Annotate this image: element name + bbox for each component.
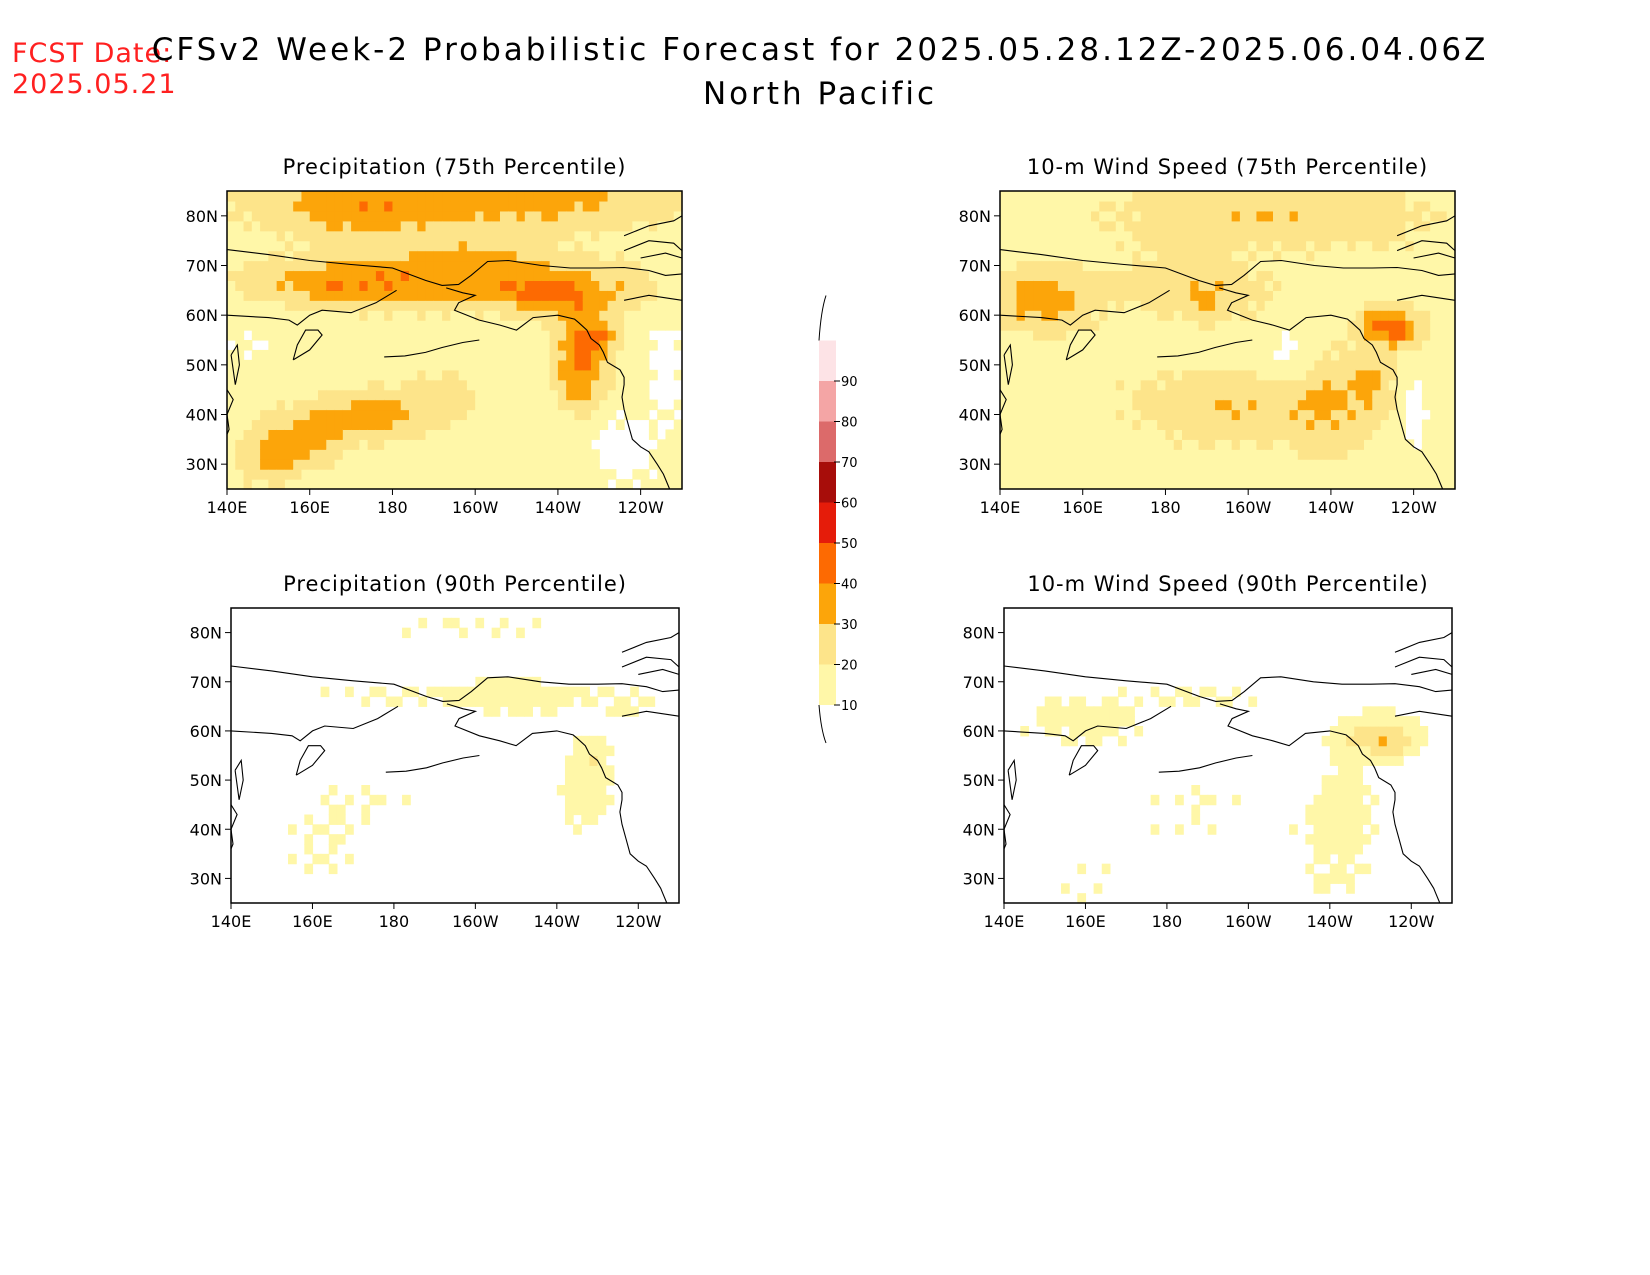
colorbar-swatch	[819, 583, 836, 624]
lon-tick-label: 140W	[1307, 912, 1354, 931]
lat-tick-label: 40N	[959, 406, 991, 425]
lon-tick-label: 180	[1150, 498, 1181, 517]
colorbar-swatch	[819, 381, 836, 422]
colorbar-label: 30	[841, 618, 858, 633]
lat-tick-label: 70N	[963, 673, 995, 692]
panel-title: Precipitation (90th Percentile)	[283, 572, 627, 596]
lat-tick-label: 70N	[190, 673, 222, 692]
colorbar-label: 70	[841, 456, 858, 471]
colorbar-top-arrow	[818, 295, 827, 341]
page-title: CFSv2 Week-2 Probabilistic Forecast for …	[151, 32, 1489, 68]
lon-tick-label: 120W	[617, 498, 664, 517]
lon-tick-label: 140E	[984, 912, 1025, 931]
lon-tick-label: 160E	[1065, 912, 1106, 931]
map-frame	[226, 190, 683, 490]
probability-field	[227, 191, 683, 490]
forecast-date-value: 2025.05.21	[12, 69, 177, 100]
lat-tick-label: 80N	[959, 207, 991, 226]
lon-tick-label: 160E	[1062, 498, 1103, 517]
colorbar-swatch	[819, 462, 836, 503]
map-panel-1: Precipitation (75th Percentile) 140E 160E 1…	[186, 155, 683, 517]
lon-tick-label: 160W	[1225, 498, 1272, 517]
lon-tick-label: 160W	[452, 498, 499, 517]
colorbar-bottom-arrow	[818, 704, 827, 744]
lat-tick-label: 50N	[190, 771, 222, 790]
map-frame	[230, 607, 680, 904]
probability-field	[1020, 686, 1429, 904]
lon-tick-label: 120W	[1390, 498, 1437, 517]
map-panel-2: 10-m Wind Speed (75th Percentile) 140E 160…	[959, 155, 1456, 517]
colorbar-label: 60	[841, 497, 858, 512]
lon-tick-label: 140E	[980, 498, 1021, 517]
lat-tick-label: 60N	[186, 306, 218, 325]
lon-tick-label: 180	[377, 498, 408, 517]
lat-tick-label: 60N	[959, 306, 991, 325]
probability-field	[1000, 191, 1456, 490]
map-panel-3: Precipitation (90th Percentile) 140E 160E 1…	[190, 572, 680, 931]
lon-tick-label: 140W	[535, 498, 582, 517]
lat-tick-label: 30N	[186, 455, 218, 474]
lat-tick-label: 30N	[190, 869, 222, 888]
forecast-date-label: FCST Date:	[12, 38, 173, 69]
panel-title: 10-m Wind Speed (90th Percentile)	[1027, 572, 1428, 596]
lat-tick-label: 80N	[190, 624, 222, 643]
colorbar-label: 50	[841, 537, 858, 552]
lat-tick-label: 80N	[963, 624, 995, 643]
lon-tick-label: 140W	[1308, 498, 1355, 517]
colorbar-label: 80	[841, 416, 858, 431]
lon-tick-label: 140E	[211, 912, 252, 931]
lat-tick-label: 50N	[959, 356, 991, 375]
colorbar-swatch	[819, 502, 836, 543]
lat-tick-label: 40N	[963, 820, 995, 839]
lon-tick-label: 180	[1152, 912, 1183, 931]
lon-tick-label: 160E	[289, 498, 330, 517]
coastline	[230, 632, 680, 904]
colorbar: 10 20 30 40 50 60 70 80 90	[818, 295, 858, 744]
lon-tick-label: 120W	[615, 912, 662, 931]
lat-tick-label: 70N	[186, 257, 218, 276]
lon-tick-label: 140W	[534, 912, 581, 931]
panel-title: 10-m Wind Speed (75th Percentile)	[1027, 155, 1428, 179]
map-frame	[1003, 607, 1453, 904]
lat-tick-label: 30N	[959, 455, 991, 474]
lon-tick-label: 160E	[292, 912, 333, 931]
lon-tick-label: 140E	[207, 498, 248, 517]
region-subtitle: North Pacific	[702, 76, 938, 112]
lat-tick-label: 50N	[963, 771, 995, 790]
colorbar-swatch	[819, 340, 836, 381]
lon-tick-label: 160W	[1225, 912, 1272, 931]
lon-tick-label: 120W	[1388, 912, 1435, 931]
colorbar-swatch	[819, 624, 836, 665]
coastline	[999, 215, 1456, 490]
lat-tick-label: 50N	[186, 356, 218, 375]
lon-tick-label: 160W	[452, 912, 499, 931]
map-frame	[999, 190, 1456, 490]
colorbar-swatch	[819, 421, 836, 462]
colorbar-label: 10	[841, 699, 858, 714]
colorbar-swatch	[819, 543, 836, 584]
colorbar-label: 90	[841, 375, 858, 390]
lat-tick-label: 40N	[190, 820, 222, 839]
lat-tick-label: 80N	[186, 207, 218, 226]
coastline	[1003, 632, 1453, 904]
colorbar-label: 20	[841, 659, 858, 674]
lat-tick-label: 60N	[190, 722, 222, 741]
forecast-date-block: FCST Date: 2025.05.21	[12, 38, 177, 100]
colorbar-swatch	[819, 664, 836, 705]
lon-tick-label: 180	[379, 912, 410, 931]
lat-tick-label: 40N	[186, 406, 218, 425]
lat-tick-label: 60N	[963, 722, 995, 741]
lat-tick-label: 30N	[963, 869, 995, 888]
coastline	[226, 215, 683, 490]
map-panel-4: 10-m Wind Speed (90th Percentile) 140E 160…	[963, 572, 1453, 931]
lat-tick-label: 70N	[959, 257, 991, 276]
probability-field	[288, 617, 656, 875]
colorbar-label: 40	[841, 578, 858, 593]
panel-title: Precipitation (75th Percentile)	[283, 155, 627, 179]
